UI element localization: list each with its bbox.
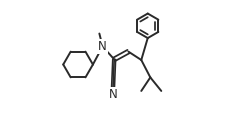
Text: N: N — [108, 88, 117, 101]
Text: N: N — [98, 40, 107, 53]
